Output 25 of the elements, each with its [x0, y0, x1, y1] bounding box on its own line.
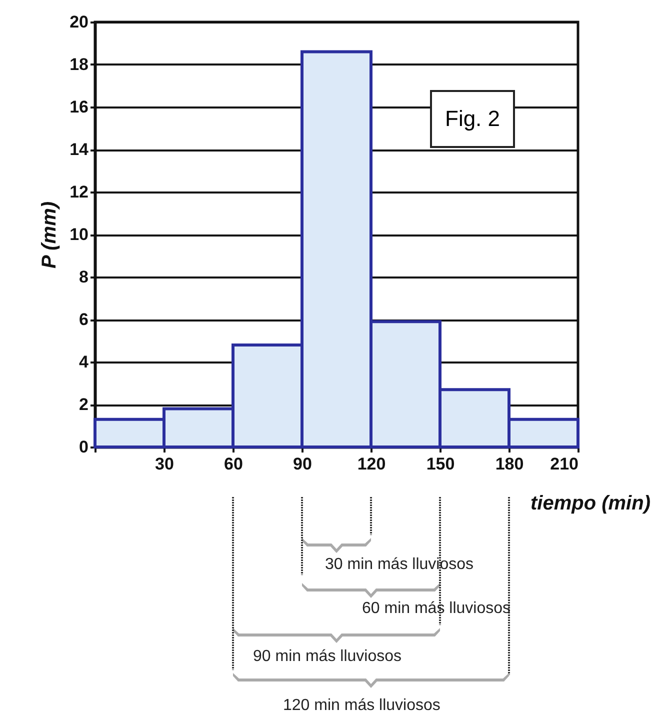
y-tick-label: 18 [70, 55, 88, 74]
y-tick-label: 10 [70, 225, 88, 244]
x-tick-label: 120 [357, 454, 386, 474]
y-tick-label: 14 [70, 140, 90, 159]
y-tick-label: 0 [79, 438, 88, 456]
x-tick-label: 150 [426, 454, 455, 474]
y-tick-label: 20 [70, 12, 88, 32]
x-tick-label: 30 [155, 454, 174, 474]
x-tick-label: 210 [550, 454, 578, 474]
y-tick-label: 16 [70, 98, 88, 116]
x-axis-title: tiempo (min) [530, 492, 651, 514]
y-tick-label: 12 [70, 182, 88, 202]
text: 90 min más lluviosos [253, 648, 402, 666]
y-tick-label: 2 [79, 395, 88, 414]
text: 60 min más lluviosos [362, 600, 510, 618]
x-tick-label: 180 [495, 454, 524, 474]
y-tick-label: 6 [79, 310, 88, 329]
text: 120 min más lluviosos [283, 697, 440, 715]
text: 30 min más lluviosos [325, 556, 474, 574]
y-tick-label: 8 [79, 268, 88, 286]
x-tick-label: 60 [224, 454, 243, 474]
x-tick-label: 90 [293, 454, 312, 474]
y-axis-title: P (mm) [38, 201, 61, 269]
annotation: Fig. 2 [430, 90, 516, 148]
y-tick-label: 4 [79, 352, 90, 372]
